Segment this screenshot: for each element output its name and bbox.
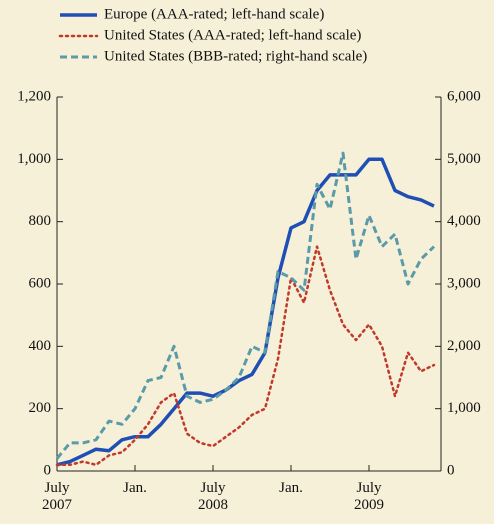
y-tick-label: 200 xyxy=(29,400,52,416)
x-tick-label-line: 2009 xyxy=(354,497,384,513)
x-tick-label-line: July xyxy=(44,480,70,496)
y-tick-label: 400 xyxy=(29,338,52,354)
y-tick-label: 1,000 xyxy=(17,151,51,167)
x-tick-label-line: 2008 xyxy=(198,497,228,513)
y2-tick-label: 6,000 xyxy=(447,88,481,104)
y2-tick-label: 4,000 xyxy=(447,213,481,229)
x-tick-label-line: Jan. xyxy=(123,480,147,496)
x-tick-label: July 2009 xyxy=(354,480,384,513)
y2-tick-label: 5,000 xyxy=(447,151,481,167)
y-tick-label: 1,200 xyxy=(17,88,51,104)
legend-label: Europe (AAA-rated; left-hand scale) xyxy=(104,6,324,22)
x-tick-label: Jan. xyxy=(123,480,147,496)
series-line xyxy=(55,151,436,460)
y2-tick-label: 1,000 xyxy=(447,400,481,416)
y2-tick-label: 3,000 xyxy=(447,275,481,291)
legend-label: United States (AAA-rated; left-hand scal… xyxy=(104,27,361,43)
x-tick-label-line: July xyxy=(200,480,226,496)
y-tick-label: 800 xyxy=(29,213,52,229)
series-line xyxy=(55,245,436,467)
x-tick-label: Jan. xyxy=(279,480,303,496)
x-tick-label: July 2008 xyxy=(198,480,228,513)
legend-label: United States (BBB-rated; right-hand sca… xyxy=(104,48,367,64)
y-tick-label: 600 xyxy=(29,275,52,291)
x-tick-label-line: Jan. xyxy=(279,480,303,496)
x-tick-label-line: July xyxy=(356,480,382,496)
x-tick-label: July 2007 xyxy=(42,480,73,513)
y2-tick-label: 2,000 xyxy=(447,338,481,354)
y2-tick-label: 0 xyxy=(447,462,455,478)
x-tick-label-line: 2007 xyxy=(42,497,73,513)
series-line xyxy=(56,157,435,467)
y-tick-label: 0 xyxy=(44,462,52,478)
